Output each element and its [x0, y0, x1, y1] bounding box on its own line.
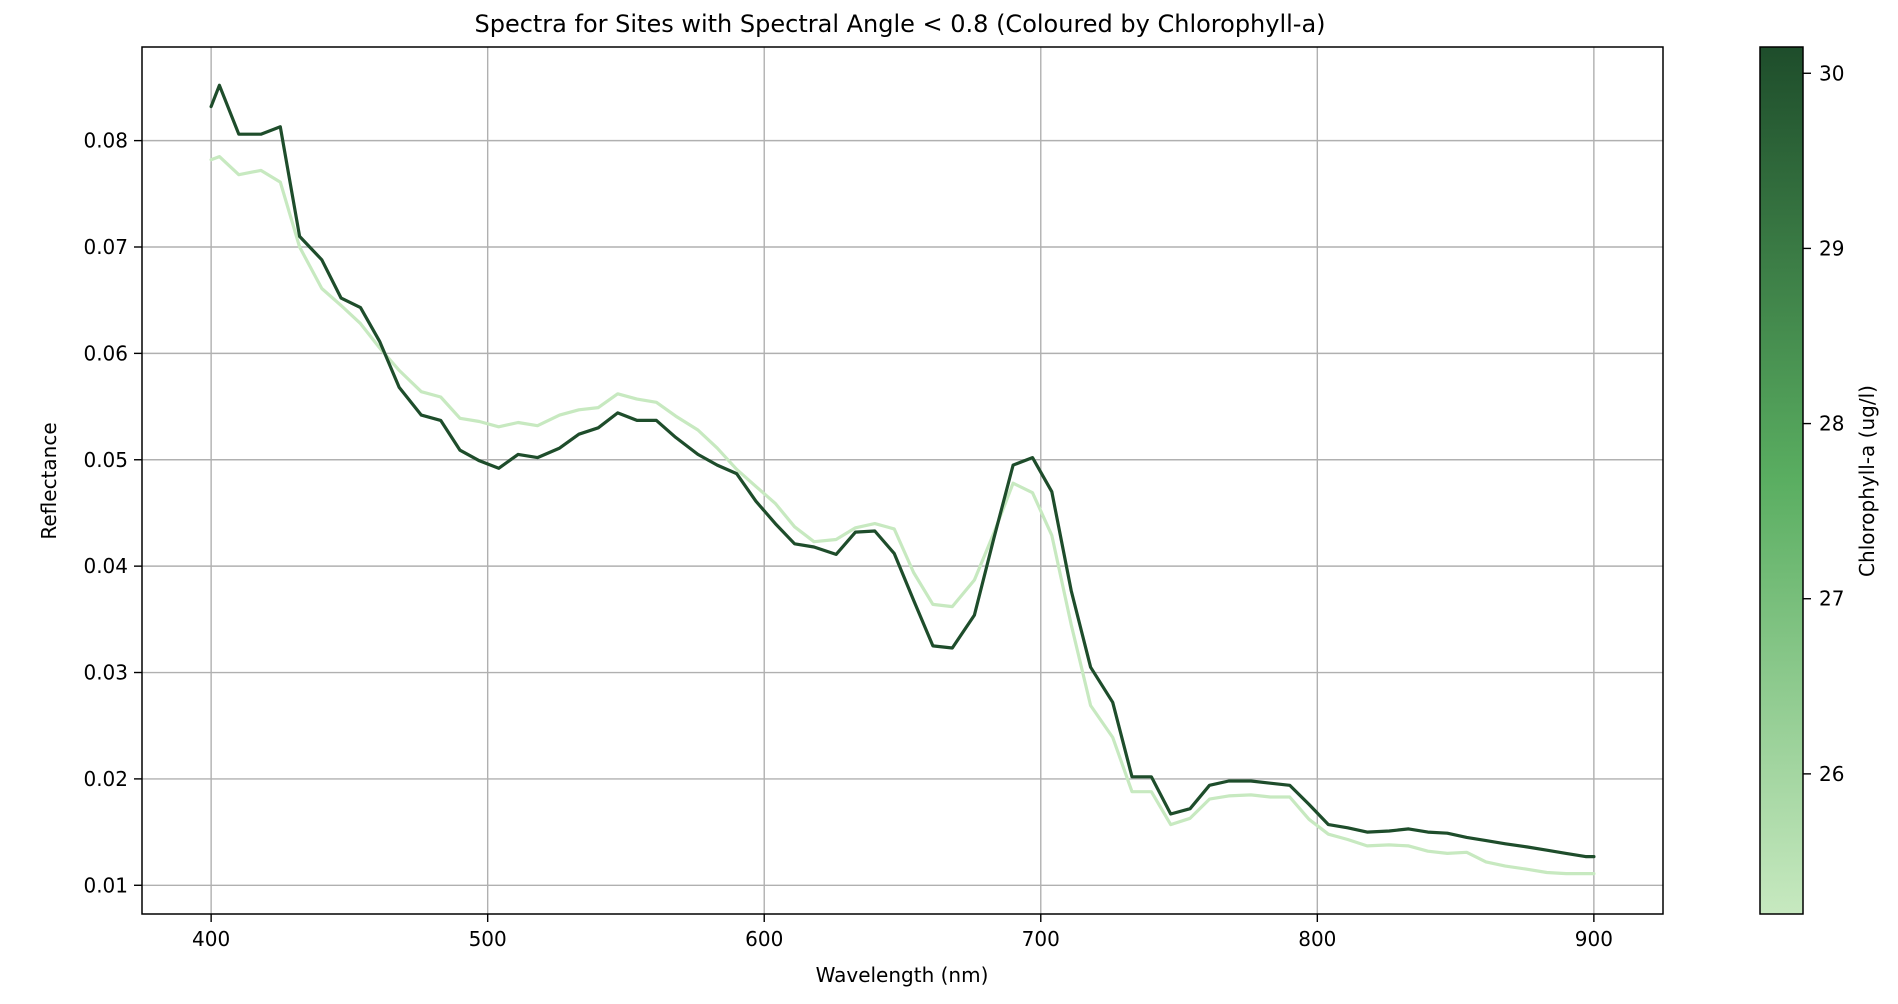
colorbar-tick-label: 26 — [1819, 762, 1844, 786]
colorbar-axis: 26 27 28 29 30 — [1803, 61, 1844, 786]
x-tick-label: 800 — [1298, 927, 1336, 951]
y-tick-label: 0.08 — [83, 129, 128, 153]
y-tick-label: 0.03 — [83, 661, 128, 685]
series-line-2 — [209, 83, 1596, 859]
x-tick-label: 400 — [192, 927, 230, 951]
colorbar-tick-label: 28 — [1819, 412, 1844, 436]
series-line-1 — [209, 155, 1596, 876]
x-axis: 400 500 600 700 800 900 — [192, 914, 1613, 951]
y-axis: 0.01 0.02 0.03 0.04 0.05 0.06 0.07 0.08 — [83, 129, 142, 897]
y-tick-label: 0.06 — [83, 341, 128, 365]
colorbar-tick-label: 30 — [1819, 61, 1844, 85]
colorbar-tick-label: 29 — [1819, 236, 1844, 260]
x-axis-label: Wavelength (nm) — [816, 963, 989, 987]
grid — [142, 47, 1663, 914]
y-tick-label: 0.01 — [83, 873, 128, 897]
plot-frame — [141, 46, 1664, 915]
y-axis-label: Reflectance — [37, 422, 61, 539]
x-tick-label: 700 — [1022, 927, 1060, 951]
colorbar-tick-label: 27 — [1819, 587, 1844, 611]
y-tick-label: 0.05 — [83, 448, 128, 472]
x-tick-label: 500 — [469, 927, 507, 951]
x-tick-label: 600 — [745, 927, 783, 951]
colorbar-label: Chlorophyll-a (ug/l) — [1855, 385, 1879, 577]
y-tick-label: 0.07 — [83, 235, 128, 259]
y-tick-label: 0.02 — [83, 767, 128, 791]
series-lines — [209, 83, 1596, 876]
x-tick-label: 900 — [1575, 927, 1613, 951]
chart-title: Spectra for Sites with Spectral Angle < … — [474, 10, 1325, 38]
colorbar — [1759, 46, 1804, 915]
y-tick-label: 0.04 — [83, 554, 128, 578]
